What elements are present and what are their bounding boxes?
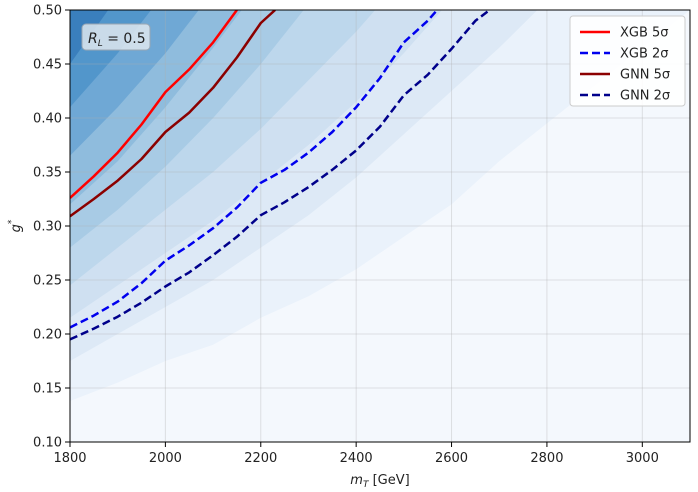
y-axis-ticks: 0.10 0.15 0.20 0.25 0.30 0.35 0.40 0.45 0.50 [33, 4, 70, 451]
legend-label-3: GNN 2σ [620, 89, 670, 104]
x-axis-label: mT [GeV] [350, 473, 409, 490]
annotation-box: RL = 0.5 [81, 23, 151, 51]
series-line-1 [70, 10, 439, 329]
annotation-text: RL = 0.5 [88, 31, 146, 49]
y-tick-label-6: 0.40 [33, 112, 62, 127]
y-tick-label-4: 0.30 [33, 220, 62, 235]
curve-lines [70, 10, 491, 341]
x-tick-label-5: 2800 [530, 451, 563, 466]
y-tick-label-8: 0.50 [33, 4, 62, 19]
legend-label-0: XGB 5σ [620, 26, 669, 41]
x-tick-label-0: 1800 [53, 451, 86, 466]
series-line-2 [70, 10, 276, 218]
y-tick-label-2: 0.20 [33, 328, 62, 343]
y-tick-label-5: 0.35 [33, 166, 62, 181]
y-tick-label-0: 0.10 [33, 436, 62, 451]
legend-frame [569, 15, 686, 107]
series-line-3 [70, 10, 491, 341]
series-line-0 [70, 10, 238, 199]
x-tick-label-2: 2200 [244, 451, 277, 466]
x-tick-label-3: 2400 [340, 451, 373, 466]
x-tick-label-1: 2000 [149, 451, 182, 466]
y-tick-label-1: 0.15 [33, 382, 62, 397]
legend-label-1: XGB 2σ [620, 47, 669, 62]
x-tick-label-6: 3000 [626, 451, 659, 466]
y-tick-label-3: 0.25 [33, 274, 62, 289]
legend: XGB 5σ XGB 2σ GNN 5σ GNN 2σ [569, 15, 686, 107]
x-axis-ticks: 1800 2000 2200 2400 2600 2800 3000 [53, 442, 659, 466]
legend-label-2: GNN 5σ [620, 68, 670, 83]
y-tick-label-7: 0.45 [33, 58, 62, 73]
y-axis-label: g* [7, 219, 24, 232]
x-tick-label-4: 2600 [435, 451, 468, 466]
